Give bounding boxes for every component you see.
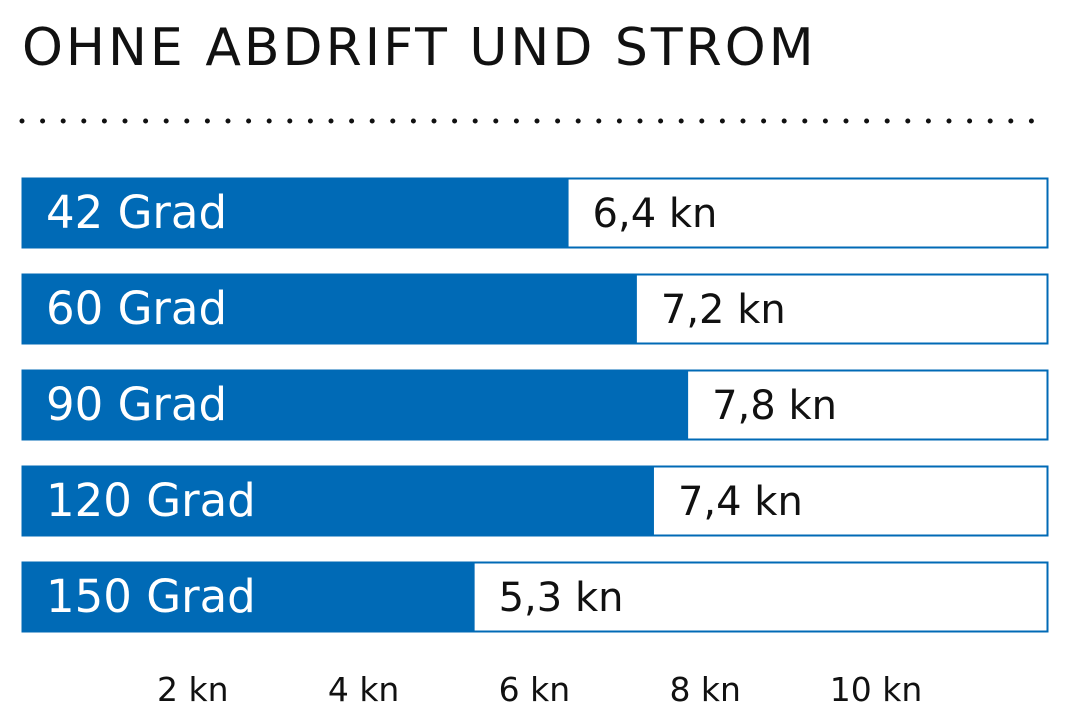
x-tick-label: 4 kn	[328, 670, 400, 709]
bar-row: 150 Grad 5,3 kn	[21, 561, 1049, 633]
bar	[22, 274, 637, 344]
bar-row: 42 Grad 6,4 kn	[21, 177, 1049, 249]
bar-row: 120 Grad 7,4 kn	[21, 465, 1049, 537]
bar	[22, 562, 475, 632]
chart-title: OHNE ABDRIFT UND STROM	[22, 18, 817, 78]
bar	[22, 466, 654, 536]
bar-category-label: 90 Grad	[46, 378, 227, 431]
bar-category-label: 120 Grad	[46, 474, 256, 527]
x-tick-label: 2 kn	[157, 670, 229, 709]
bar-value-label: 7,4 kn	[678, 479, 803, 525]
bar-value-label: 7,2 kn	[661, 287, 786, 333]
x-tick-label: 10 kn	[830, 670, 923, 709]
bar-category-label: 60 Grad	[46, 282, 227, 335]
bar-row: 60 Grad 7,2 kn	[21, 273, 1049, 345]
x-tick-label: 6 kn	[499, 670, 571, 709]
bar-category-label: 42 Grad	[46, 186, 227, 239]
bar-value-label: 6,4 kn	[593, 191, 718, 237]
bar-value-label: 7,8 kn	[712, 383, 837, 429]
bar-row: 90 Grad 7,8 kn	[21, 369, 1049, 441]
bar-value-label: 5,3 kn	[499, 575, 624, 621]
dotted-divider	[19, 118, 1054, 124]
x-tick-label: 8 kn	[669, 670, 741, 709]
bar-category-label: 150 Grad	[46, 570, 256, 623]
bar	[22, 370, 689, 440]
bar	[22, 178, 569, 248]
